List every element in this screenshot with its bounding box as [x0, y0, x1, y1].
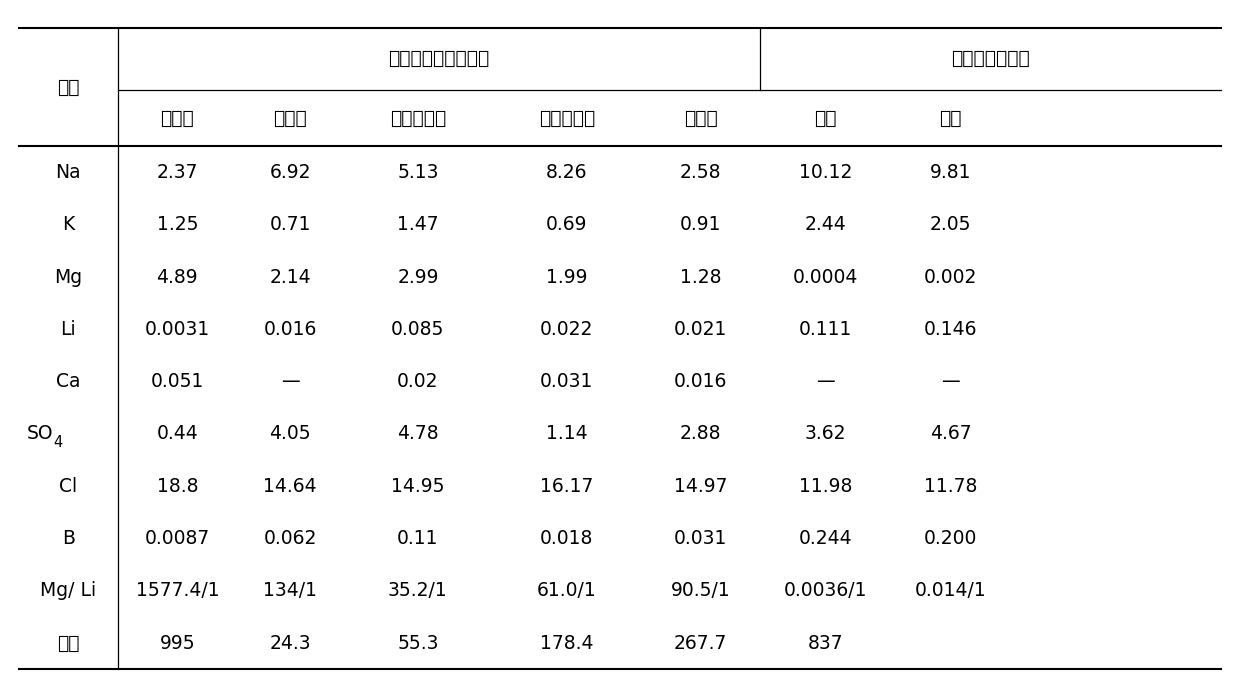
Text: 1.25: 1.25 — [156, 215, 198, 234]
Text: 大柴旦: 大柴旦 — [273, 108, 308, 128]
Text: 134/1: 134/1 — [263, 582, 317, 600]
Text: 西藏扎布耶盐湖: 西藏扎布耶盐湖 — [951, 49, 1030, 68]
Text: 8.26: 8.26 — [546, 163, 588, 182]
Text: 14.97: 14.97 — [673, 477, 728, 495]
Text: 2.44: 2.44 — [805, 215, 846, 234]
Text: Mg/ Li: Mg/ Li — [40, 582, 97, 600]
Text: Cl: Cl — [60, 477, 77, 495]
Text: 北湖: 北湖 — [939, 108, 962, 128]
Text: SO: SO — [27, 424, 53, 444]
Text: 14.64: 14.64 — [263, 477, 317, 495]
Text: Na: Na — [56, 163, 81, 182]
Text: 16.17: 16.17 — [539, 477, 594, 495]
Text: 0.0031: 0.0031 — [145, 320, 210, 339]
Text: 4.78: 4.78 — [397, 424, 439, 444]
Text: 0.11: 0.11 — [397, 529, 439, 548]
Text: 18.8: 18.8 — [156, 477, 198, 495]
Text: —: — — [280, 372, 300, 391]
Text: 0.111: 0.111 — [799, 320, 852, 339]
Text: 0.0036/1: 0.0036/1 — [784, 582, 867, 600]
Text: 0.022: 0.022 — [539, 320, 594, 339]
Text: 55.3: 55.3 — [397, 633, 439, 653]
Text: Ca: Ca — [56, 372, 81, 391]
Text: 0.018: 0.018 — [539, 529, 594, 548]
Text: 90.5/1: 90.5/1 — [671, 582, 730, 600]
Text: 一里坪: 一里坪 — [683, 108, 718, 128]
Text: 24.3: 24.3 — [269, 633, 311, 653]
Text: 2.99: 2.99 — [397, 268, 439, 286]
Text: 1.99: 1.99 — [546, 268, 588, 286]
Text: 11.98: 11.98 — [799, 477, 852, 495]
Text: 察尔汗: 察尔汗 — [160, 108, 195, 128]
Text: 9.81: 9.81 — [930, 163, 971, 182]
Text: 1.28: 1.28 — [680, 268, 722, 286]
Text: 5.13: 5.13 — [397, 163, 439, 182]
Text: 14.95: 14.95 — [391, 477, 445, 495]
Text: —: — — [941, 372, 960, 391]
Text: 4: 4 — [53, 435, 62, 450]
Text: 0.244: 0.244 — [799, 529, 852, 548]
Text: 0.0004: 0.0004 — [792, 268, 858, 286]
Text: 0.021: 0.021 — [673, 320, 728, 339]
Text: 0.69: 0.69 — [546, 215, 588, 234]
Text: 0.0087: 0.0087 — [145, 529, 210, 548]
Text: 0.062: 0.062 — [263, 529, 317, 548]
Text: 0.014/1: 0.014/1 — [915, 582, 986, 600]
Text: 0.200: 0.200 — [924, 529, 977, 548]
Text: 0.016: 0.016 — [263, 320, 317, 339]
Text: 0.71: 0.71 — [269, 215, 311, 234]
Text: 2.88: 2.88 — [680, 424, 722, 444]
Text: 61.0/1: 61.0/1 — [537, 582, 596, 600]
Text: Mg: Mg — [55, 268, 82, 286]
Text: 0.031: 0.031 — [539, 372, 594, 391]
Text: 储量: 储量 — [57, 633, 79, 653]
Text: 35.2/1: 35.2/1 — [388, 582, 448, 600]
Text: 0.051: 0.051 — [150, 372, 205, 391]
Text: 995: 995 — [160, 633, 195, 653]
Text: B: B — [62, 529, 74, 548]
Text: 1.14: 1.14 — [546, 424, 588, 444]
Text: 青海柴达木盆地盐湖: 青海柴达木盆地盐湖 — [388, 49, 490, 68]
Text: 6.92: 6.92 — [269, 163, 311, 182]
Text: 3.62: 3.62 — [805, 424, 846, 444]
Text: 0.146: 0.146 — [924, 320, 977, 339]
Text: Li: Li — [61, 320, 76, 339]
Text: 0.44: 0.44 — [156, 424, 198, 444]
Text: 0.016: 0.016 — [673, 372, 728, 391]
Text: 4.05: 4.05 — [269, 424, 311, 444]
Text: 2.58: 2.58 — [680, 163, 722, 182]
Text: 2.05: 2.05 — [930, 215, 971, 234]
Text: 组成: 组成 — [57, 77, 79, 97]
Text: 0.002: 0.002 — [924, 268, 977, 286]
Text: 4.89: 4.89 — [156, 268, 198, 286]
Text: 10.12: 10.12 — [799, 163, 852, 182]
Text: 1.47: 1.47 — [397, 215, 439, 234]
Text: —: — — [816, 372, 835, 391]
Text: 东台吉乃尔: 东台吉乃尔 — [389, 108, 446, 128]
Text: 0.02: 0.02 — [397, 372, 439, 391]
Text: 2.14: 2.14 — [269, 268, 311, 286]
Text: 1577.4/1: 1577.4/1 — [135, 582, 219, 600]
Text: 0.91: 0.91 — [680, 215, 722, 234]
Text: 267.7: 267.7 — [673, 633, 728, 653]
Text: 4.67: 4.67 — [930, 424, 971, 444]
Text: 0.085: 0.085 — [391, 320, 445, 339]
Text: 837: 837 — [807, 633, 843, 653]
Text: 2.37: 2.37 — [156, 163, 198, 182]
Text: 西台吉乃尔: 西台吉乃尔 — [538, 108, 595, 128]
Text: 0.031: 0.031 — [673, 529, 728, 548]
Text: K: K — [62, 215, 74, 234]
Text: 11.78: 11.78 — [924, 477, 977, 495]
Text: 178.4: 178.4 — [539, 633, 594, 653]
Text: 南湖: 南湖 — [813, 108, 837, 128]
